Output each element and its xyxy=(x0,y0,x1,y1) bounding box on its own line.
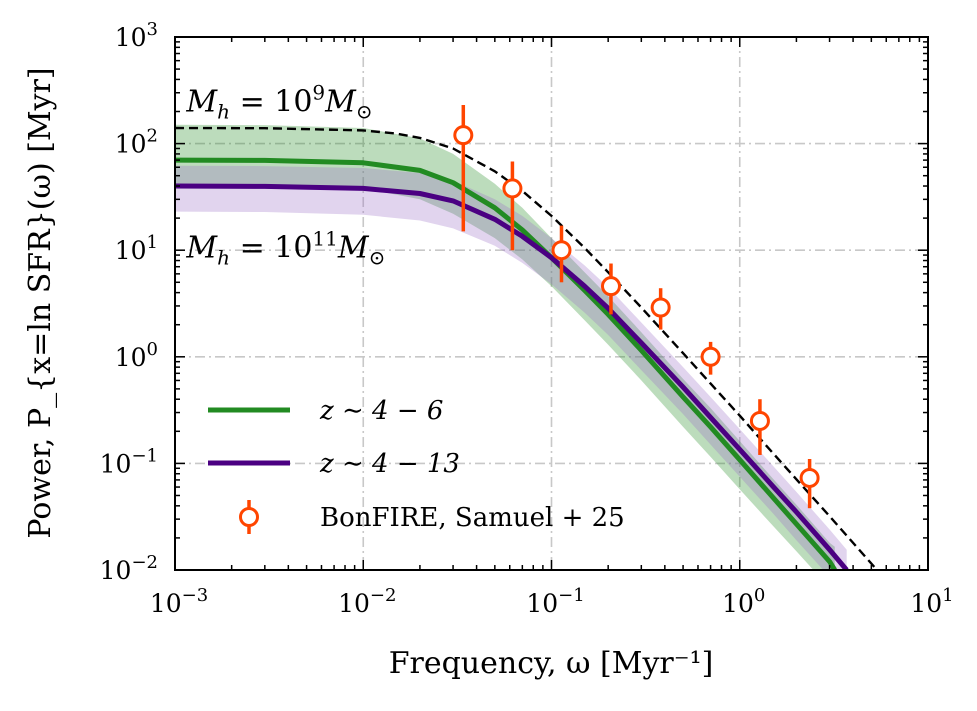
line-series-0 xyxy=(175,157,837,570)
grid-lines xyxy=(175,37,928,570)
y-tick-label-2: 100 xyxy=(115,339,158,372)
x-tick-label-2: 10−1 xyxy=(526,585,584,618)
legend-label-2: BonFIRE, Samuel + 25 xyxy=(320,503,625,533)
x-tick-label-3: 100 xyxy=(722,585,765,618)
data-point-5 xyxy=(700,346,721,367)
data-points xyxy=(453,105,820,509)
line-series-1 xyxy=(175,183,849,570)
y-tick-label-0: 10−2 xyxy=(100,552,158,585)
series-lines xyxy=(175,126,879,570)
y-tick-label-3: 101 xyxy=(115,232,158,265)
x-tick-label-1: 10−2 xyxy=(338,585,396,618)
mass-annotations: Mh = 109M⊙ Mh = 1011M⊙ xyxy=(185,81,385,270)
data-point-7 xyxy=(799,467,820,488)
data-point-3 xyxy=(600,276,621,297)
mass-annotation-0: Mh = 109M⊙ xyxy=(185,81,372,124)
data-point-4 xyxy=(650,297,671,318)
legend: z ∼ 4 − 6 z ∼ 4 − 13 BonFIRE, Samuel + 25 xyxy=(208,396,625,534)
legend-label-0: z ∼ 4 − 6 xyxy=(319,396,443,426)
line-series-2 xyxy=(175,126,879,570)
y-tick-label-5: 103 xyxy=(115,19,158,52)
legend-swatch-2 xyxy=(239,507,259,527)
y-tick-label-1: 10−1 xyxy=(100,445,158,478)
data-point-2 xyxy=(551,240,572,261)
mass-annotation-1: Mh = 1011M⊙ xyxy=(185,227,385,270)
data-point-6 xyxy=(749,410,770,431)
data-point-1 xyxy=(502,178,523,199)
x-tick-label-4: 101 xyxy=(910,585,953,618)
axis-ticks xyxy=(174,36,929,571)
data-point-0 xyxy=(453,125,474,146)
y-tick-label-4: 102 xyxy=(115,126,158,159)
x-axis-title: Frequency, ω [Myr⁻¹] xyxy=(389,646,714,681)
legend-label-1: z ∼ 4 − 13 xyxy=(319,449,460,479)
y-axis-title: Power, P_{x=ln SFR}(ω) [Myr] xyxy=(23,67,58,538)
x-tick-label-0: 10−3 xyxy=(150,585,208,618)
